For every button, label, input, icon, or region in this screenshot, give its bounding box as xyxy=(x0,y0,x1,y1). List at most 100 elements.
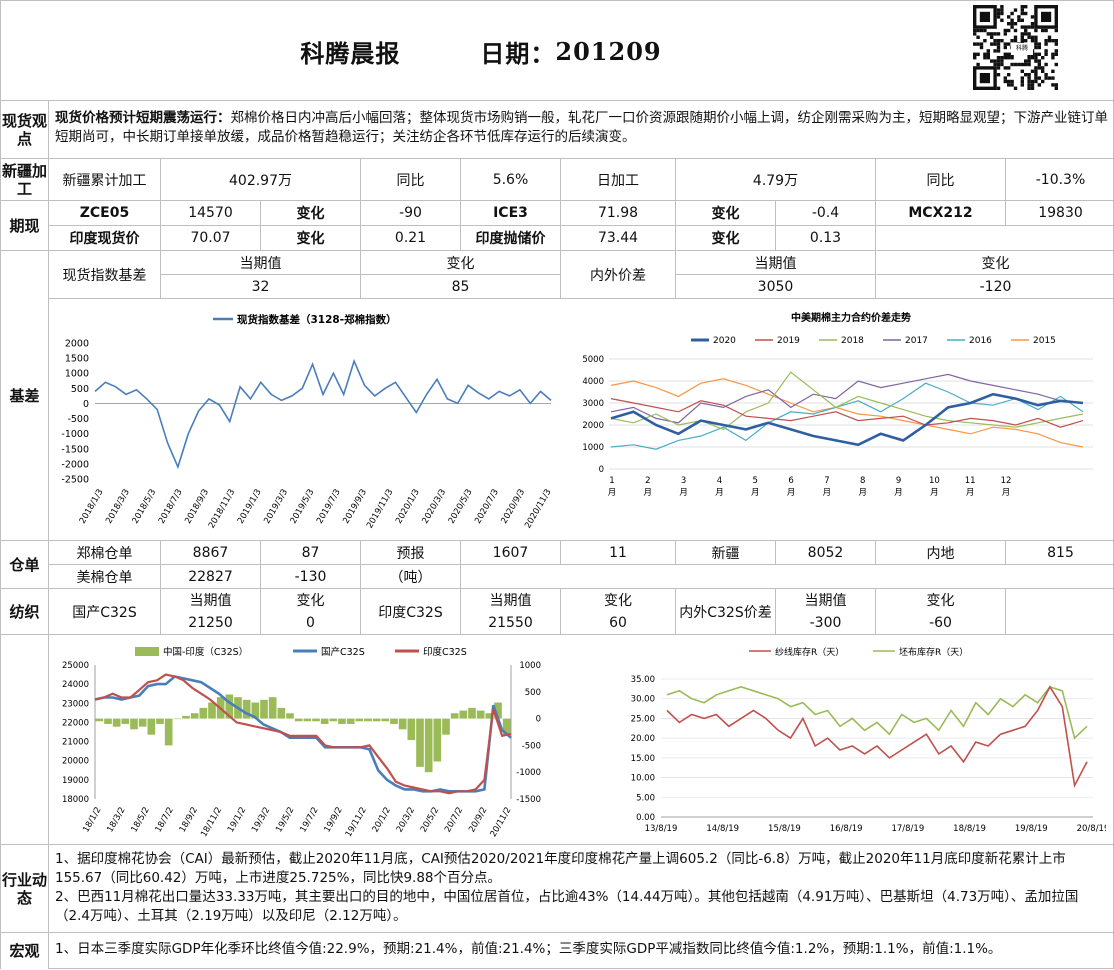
y-tick-label: -1000 xyxy=(61,429,89,440)
ice3-label: ICE3 xyxy=(461,201,561,225)
qr-module xyxy=(1024,62,1028,67)
qr-module xyxy=(1003,79,1007,84)
spread-bar xyxy=(242,699,251,719)
qr-module xyxy=(1007,28,1011,33)
india-spot-chg-label: 变化 xyxy=(261,226,361,250)
spot-view-text: 现货价格预计短期震荡运行：郑棉价格日内冲高后小幅回落；整体现货市场购销一般，轧花… xyxy=(55,109,1111,147)
qr-module xyxy=(1030,86,1035,90)
x-tick-label: 3 xyxy=(681,476,686,486)
qr-module xyxy=(1034,79,1038,84)
qr-module xyxy=(1030,79,1035,84)
qr-module xyxy=(996,8,1001,12)
y-tick-label: 500 xyxy=(71,384,89,395)
qr-module xyxy=(996,15,1001,19)
qr-module xyxy=(1007,15,1011,19)
qr-module xyxy=(993,32,997,36)
qr-module xyxy=(1034,56,1038,60)
x-tick-label: 6 xyxy=(788,476,793,486)
mcx212-label: MCX212 xyxy=(876,201,1006,225)
spot-body: 郑棉价格日内冲高后小幅回落；整体现货市场购销一般，轧花厂一口价资源跟随期价小幅上… xyxy=(55,110,1108,145)
x-tick-label: 2020/3/3 xyxy=(420,488,448,526)
y-tick-label: 25000 xyxy=(62,661,89,671)
legend-label: 国产C32S xyxy=(321,646,365,658)
x-tick-label: 2018/5/3 xyxy=(131,488,159,526)
qr-module xyxy=(1010,18,1014,22)
x-tick-unit: 月 xyxy=(966,488,975,498)
qr-module xyxy=(986,32,990,36)
zce-receipt-chg: 87 xyxy=(261,541,361,564)
qr-module xyxy=(1041,56,1045,60)
x-tick-label: 19/5/2 xyxy=(274,806,296,835)
qr-module xyxy=(1010,62,1014,67)
qr-module xyxy=(1013,62,1018,67)
qr-module xyxy=(1034,66,1038,70)
qr-module xyxy=(1020,11,1024,16)
basis-cur-label: 当期值 xyxy=(161,251,361,275)
qr-module xyxy=(1007,83,1011,87)
qr-module xyxy=(1024,59,1028,63)
x-tick-label: 2018/9/3 xyxy=(183,488,211,526)
x-tick-unit: 月 xyxy=(930,488,939,498)
qr-module xyxy=(1041,79,1045,84)
y2-tick-label: 1000 xyxy=(519,661,541,671)
x-tick-label: 13/8/19 xyxy=(645,824,678,834)
industry-row: 行业动态 1、据印度棉花协会（CAI）最新预估，截止2020年11月底，CAI预… xyxy=(1,845,1114,933)
x-tick-label: 2 xyxy=(645,476,650,486)
qr-module xyxy=(996,49,1001,53)
qr-module xyxy=(1003,56,1007,60)
x-tick-label: 20/1/2 xyxy=(371,806,393,835)
x-tick-label: 2020/7/3 xyxy=(473,488,501,526)
india-reserve-chg: 0.13 xyxy=(776,226,876,250)
x-tick-label: 16/8/19 xyxy=(830,824,863,834)
qr-module xyxy=(1030,39,1035,43)
x-tick-label: 19/11/2 xyxy=(344,806,369,839)
x-tick-unit: 月 xyxy=(679,488,688,498)
legend-label: 现货指数基差（3128-郑棉指数） xyxy=(237,313,397,326)
spread-cur-label: 当期值 xyxy=(776,589,876,611)
qr-module xyxy=(1027,76,1031,80)
legend-label: 2015 xyxy=(1033,336,1056,346)
spread-bar xyxy=(407,718,416,741)
y-tick-label: -1500 xyxy=(61,444,89,455)
qr-module xyxy=(1007,22,1011,26)
warehouse-row-1: 郑棉仓单 8867 87 预报 1607 11 新疆 8052 内地 815 xyxy=(49,541,1114,565)
x-tick-label: 18/8/19 xyxy=(953,824,986,834)
qr-module xyxy=(1037,83,1041,87)
qr-module xyxy=(1007,42,1011,46)
qr-module xyxy=(979,28,984,33)
qr-module xyxy=(1010,11,1014,16)
qr-module xyxy=(1003,52,1007,56)
qr-module xyxy=(1000,5,1004,9)
y-tick-label: 22000 xyxy=(62,718,89,728)
y-tick-label: 24000 xyxy=(62,680,89,690)
qr-module xyxy=(1037,52,1041,56)
qr-module xyxy=(979,42,984,46)
qr-module xyxy=(1020,35,1024,39)
qr-module xyxy=(1044,62,1048,67)
qr-module xyxy=(1017,15,1021,19)
us-receipt: 22827 xyxy=(161,565,261,588)
spread-bar xyxy=(112,718,121,727)
spread-bar xyxy=(372,718,381,722)
qr-module xyxy=(996,42,1001,46)
dom-chg-label: 变化 xyxy=(261,589,361,611)
qr-module xyxy=(1010,39,1014,43)
ice3-chg: -0.4 xyxy=(776,201,876,225)
spread-bar xyxy=(251,702,260,719)
y-tick-label: 35.00 xyxy=(631,675,655,685)
qr-module xyxy=(1024,73,1028,77)
legend-swatch xyxy=(135,647,159,656)
x-tick-label: 5 xyxy=(753,476,758,486)
basis-charts: 现货指数基差（3128-郑棉指数） 2000 1500 1000 500 0 -500 -10… xyxy=(49,299,1114,541)
x-tick-label: 1 xyxy=(609,476,614,486)
x-tick-label: 2020/11/3 xyxy=(523,488,553,531)
spread-bar xyxy=(130,718,138,730)
ice3-chg-label: 变化 xyxy=(676,201,776,225)
qr-module xyxy=(990,32,994,36)
x-tick-unit: 月 xyxy=(823,488,832,498)
qr-module xyxy=(1051,69,1055,73)
series-line-2017 xyxy=(610,373,1084,424)
c32s-price-chart: 中国-印度（C32S） 国产C32S 印度C32S 25000 24000 23000 22… xyxy=(62,646,541,839)
qr-module xyxy=(976,35,980,39)
x-tick-label: 2018/11/3 xyxy=(207,488,237,531)
